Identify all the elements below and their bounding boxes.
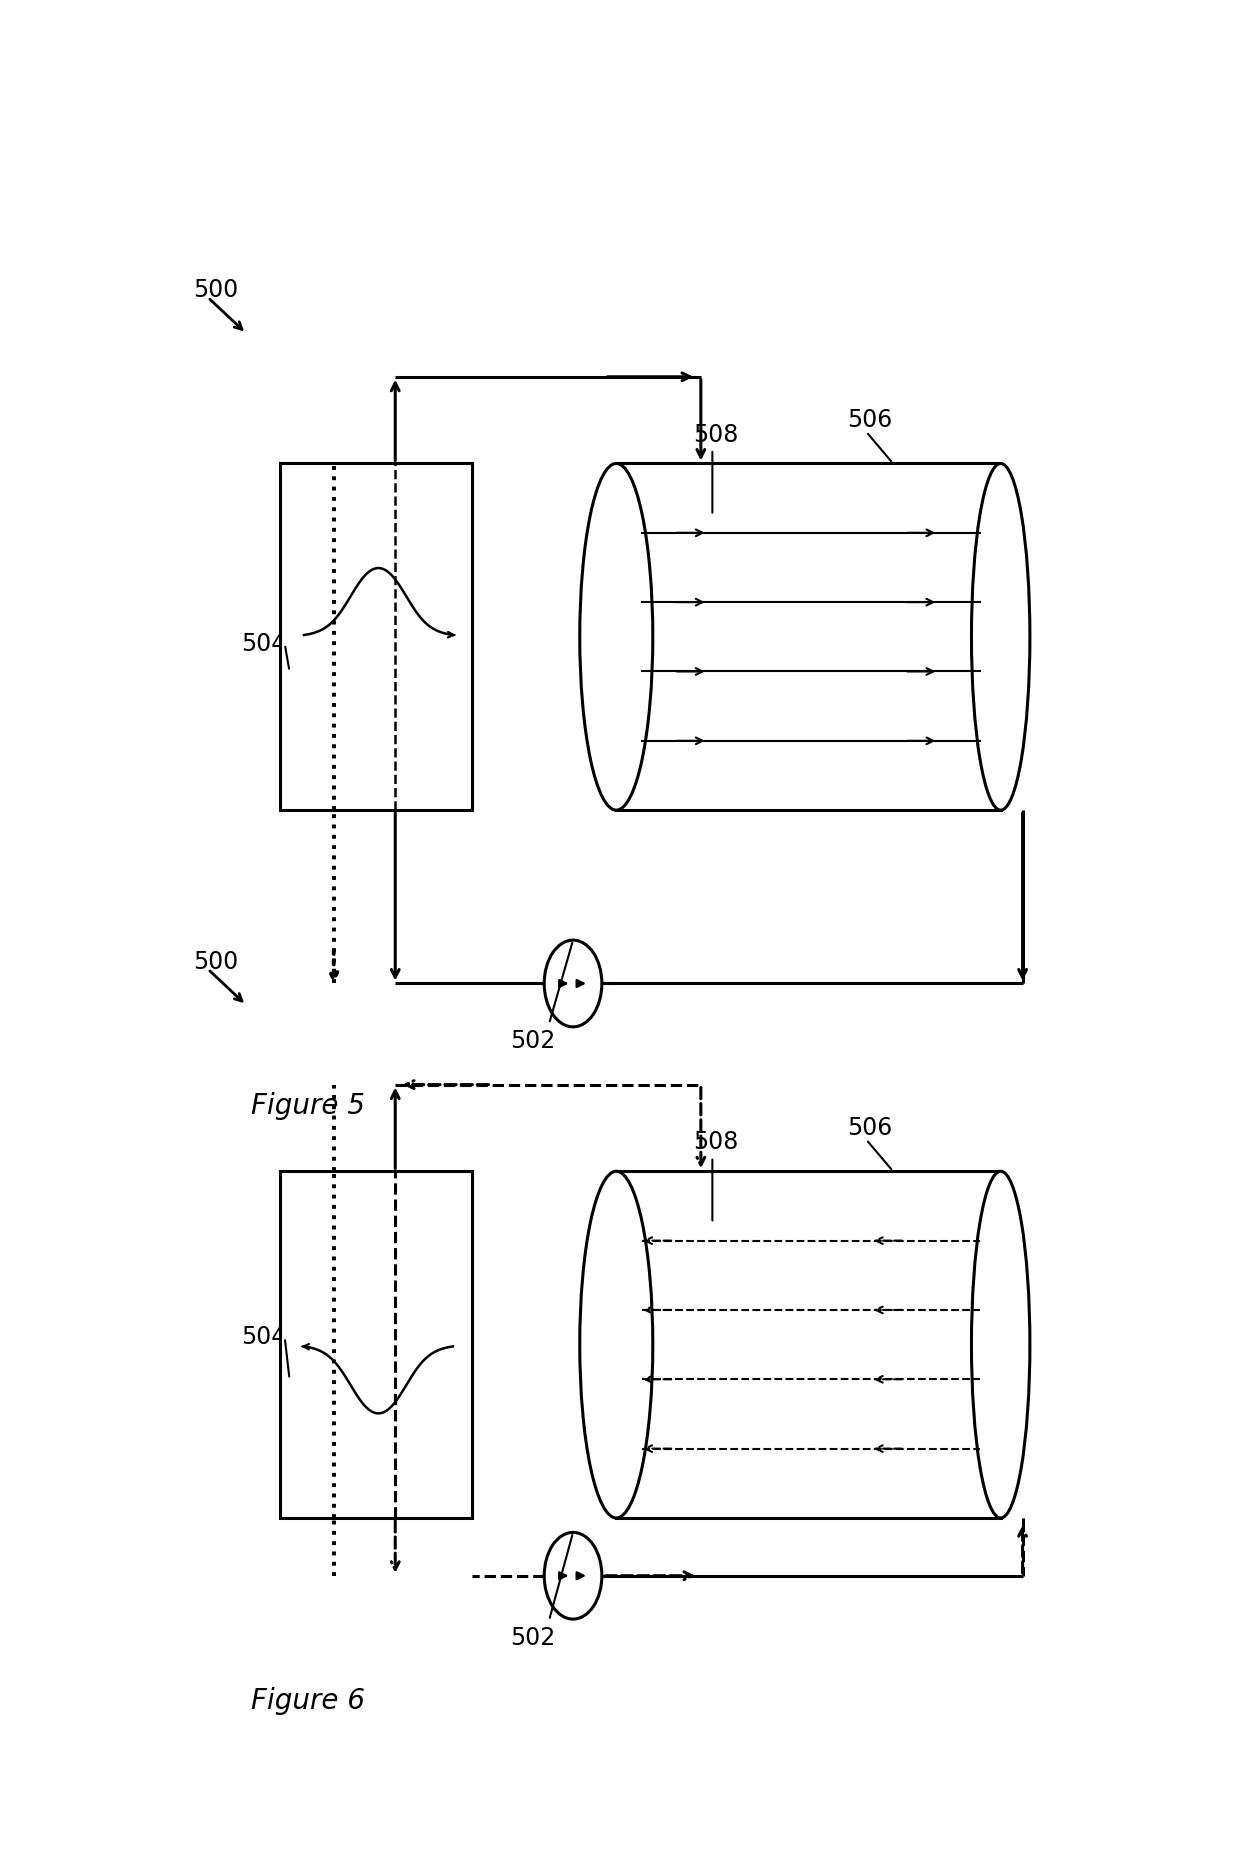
Ellipse shape bbox=[580, 1171, 652, 1518]
Text: 500: 500 bbox=[193, 278, 238, 302]
Bar bbox=[616, 463, 1001, 810]
Ellipse shape bbox=[971, 463, 1030, 810]
Text: 506: 506 bbox=[847, 409, 892, 431]
Circle shape bbox=[544, 940, 601, 1026]
Text: Figure 6: Figure 6 bbox=[250, 1687, 365, 1715]
Circle shape bbox=[544, 1533, 601, 1619]
Text: 502: 502 bbox=[511, 1626, 556, 1649]
Text: 500: 500 bbox=[193, 949, 238, 974]
Bar bbox=[616, 1171, 1001, 1518]
Text: 508: 508 bbox=[693, 422, 739, 446]
Bar bbox=[280, 1171, 472, 1518]
Ellipse shape bbox=[580, 463, 652, 810]
Ellipse shape bbox=[971, 1171, 1030, 1518]
Text: 504: 504 bbox=[242, 632, 286, 657]
Text: 506: 506 bbox=[847, 1116, 892, 1141]
Text: Figure 5: Figure 5 bbox=[250, 1092, 365, 1120]
Text: 508: 508 bbox=[693, 1131, 739, 1154]
Bar bbox=[280, 463, 472, 810]
Text: 502: 502 bbox=[511, 1030, 556, 1052]
Text: 504: 504 bbox=[242, 1326, 286, 1349]
